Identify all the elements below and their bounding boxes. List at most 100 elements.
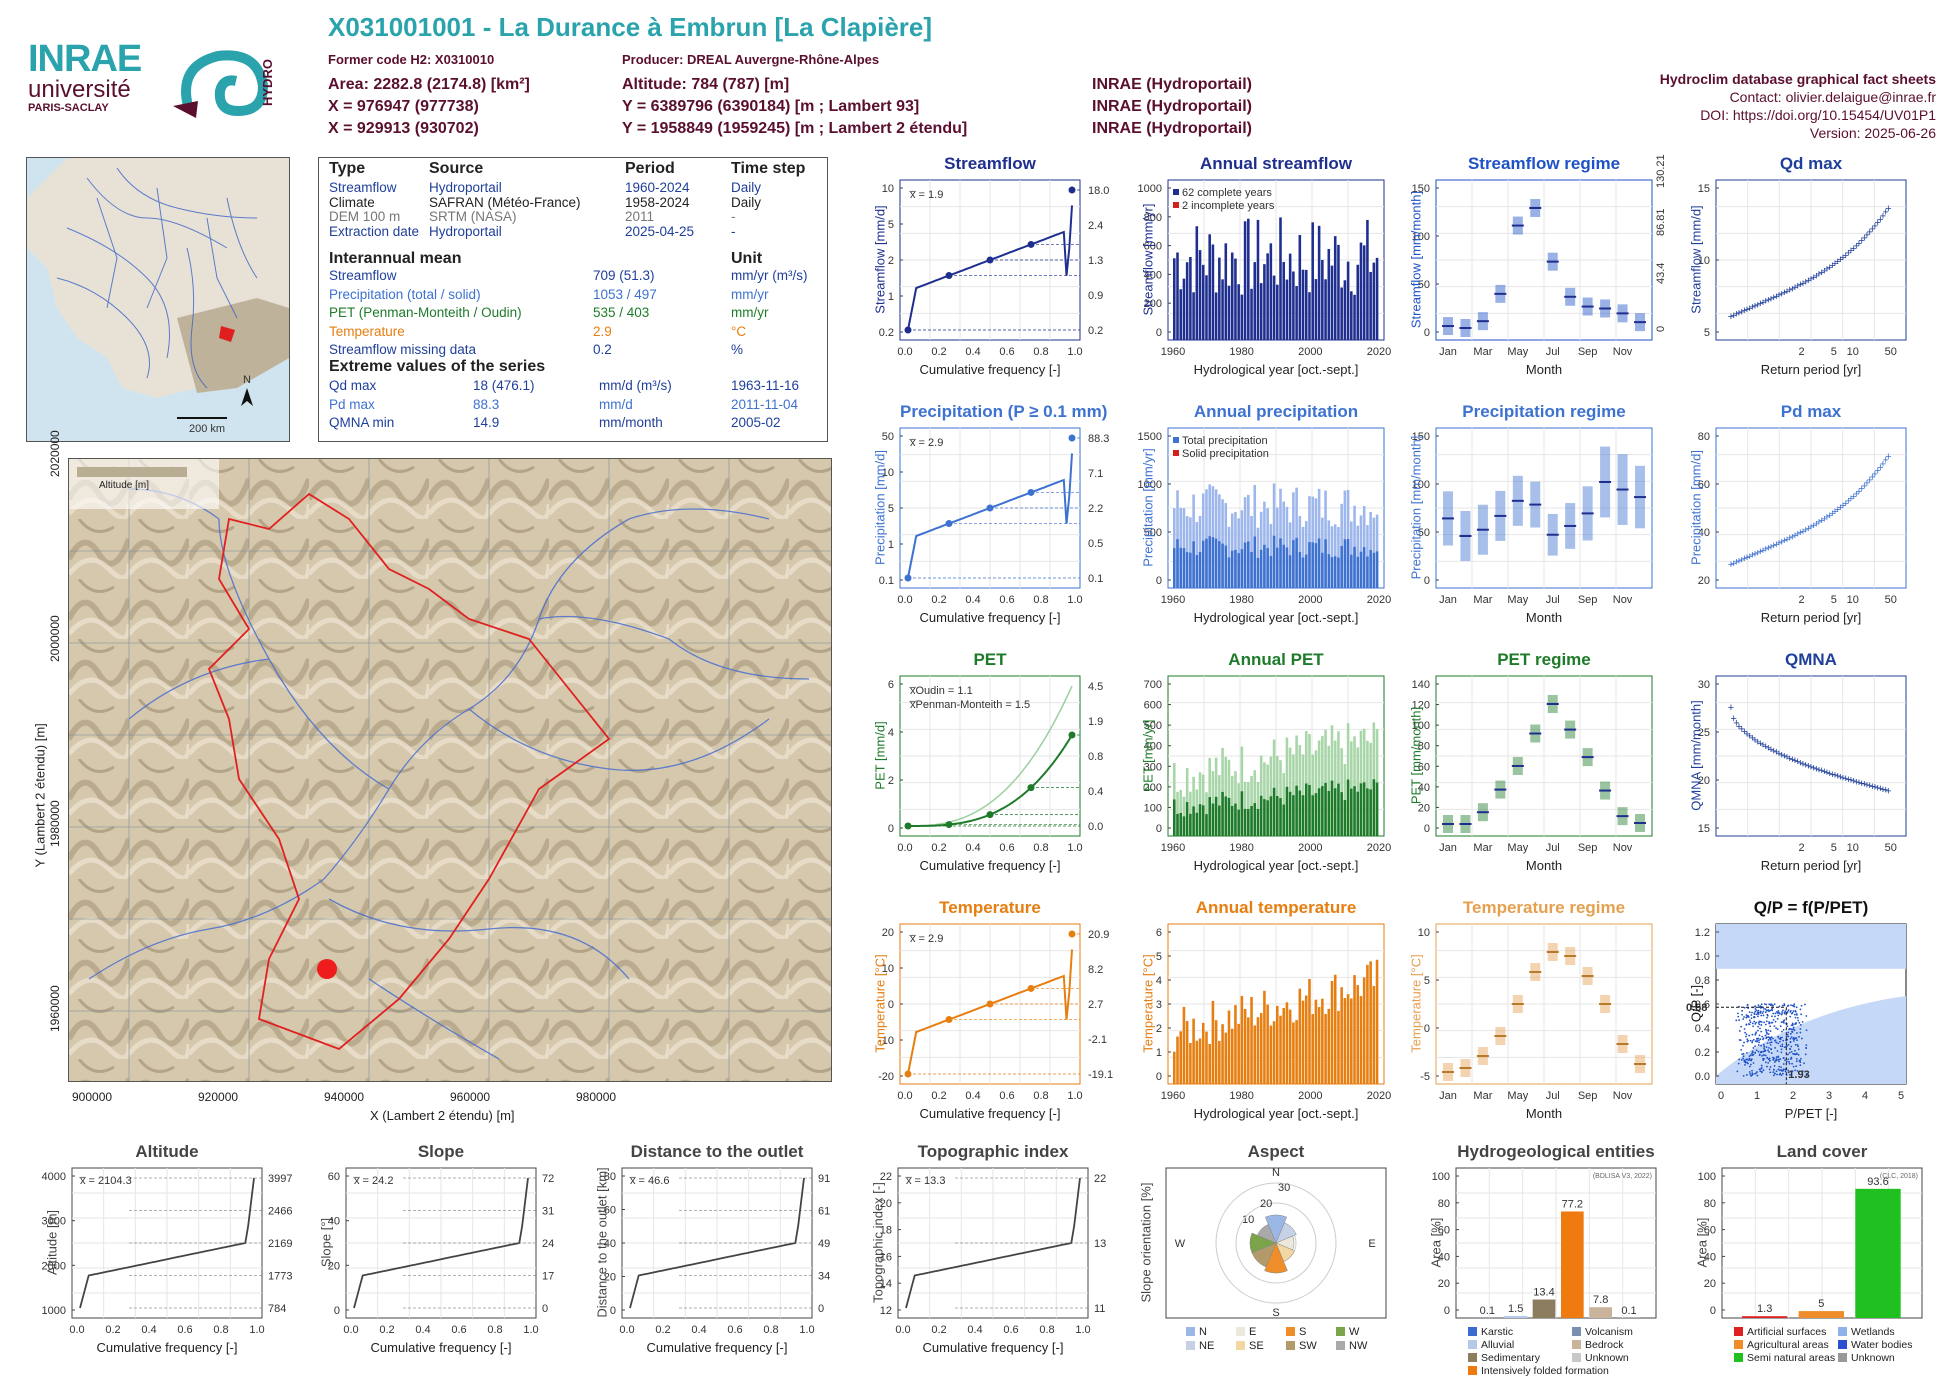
qp-point — [1751, 1040, 1754, 1042]
annual-temp-bar — [1282, 1008, 1286, 1084]
annual-pet-bar-inner — [1185, 802, 1189, 836]
qp-point — [1760, 1030, 1763, 1033]
precip-xtick: 0.4 — [965, 594, 980, 606]
aspect-ring-label: 30 — [1278, 1182, 1290, 1194]
annual-precip-bar-inner — [1266, 548, 1269, 588]
qp-point — [1805, 1015, 1808, 1017]
qmna-point: + — [1757, 738, 1763, 750]
coords-source: INRAE (Hydroportail) INRAE (Hydroportail… — [1092, 76, 1252, 137]
annual-streamflow-bar — [1214, 292, 1218, 340]
qp-xtick: 2 — [1790, 1090, 1796, 1102]
annual-temp-bar — [1372, 985, 1376, 1084]
qmna-point: + — [1869, 781, 1875, 793]
annual-precip-bar — [1311, 496, 1314, 588]
annual-precip-bar-inner — [1304, 554, 1308, 588]
streamflow-ytick: 10 — [882, 183, 894, 195]
qmna-point: + — [1826, 768, 1832, 780]
qp-title: Q/P = f(P/PET) — [1753, 898, 1869, 917]
annual-streamflow-bar — [1292, 271, 1295, 340]
pd-max-point: + — [1762, 544, 1768, 556]
annual-temp-bar — [1333, 974, 1337, 1084]
qp-point — [1764, 1034, 1767, 1037]
annual-precip-bar-inner — [1240, 549, 1244, 588]
qd-max-point: + — [1858, 235, 1864, 247]
qp-point — [1755, 1031, 1758, 1034]
distance-xtick: 0.6 — [727, 1324, 742, 1336]
annual-precip-ytick: 500 — [1144, 527, 1162, 539]
annual-streamflow-bar — [1330, 265, 1334, 340]
annual-precip-bar — [1247, 494, 1250, 588]
temp-ytick: -20 — [878, 1071, 894, 1083]
qp-point — [1769, 1009, 1772, 1012]
qp-point — [1735, 1019, 1738, 1022]
pd-max-point: + — [1866, 475, 1872, 487]
temp-regime-xtick: Sep — [1578, 1090, 1598, 1102]
annual-pet-bar — [1221, 747, 1224, 836]
annual-pet-bar-inner — [1192, 806, 1195, 836]
annual-temp-bar — [1356, 985, 1360, 1084]
pd-max-point: + — [1765, 543, 1771, 555]
temp-xtick: 0.6 — [999, 1090, 1014, 1102]
annual-pet-xtick: 1980 — [1229, 842, 1253, 854]
qp-point — [1761, 1054, 1763, 1057]
annual-pet-bar-inner — [1340, 792, 1343, 836]
distance-right-label: 0 — [818, 1303, 824, 1315]
pd-max-point: + — [1773, 539, 1779, 551]
precip-ytick: 10 — [882, 467, 894, 479]
annual-precip-bar — [1301, 526, 1305, 588]
pet-regime-ytick: 0 — [1424, 823, 1430, 835]
qmna-ytick: 30 — [1698, 679, 1710, 691]
pd-max-point: + — [1786, 533, 1792, 545]
annual-temp-ytick: 4 — [1156, 975, 1162, 987]
distance-xtick: 0.4 — [691, 1324, 706, 1336]
topo-xtick: 0.2 — [931, 1324, 946, 1336]
precip-regime-ytick: 150 — [1412, 431, 1430, 443]
qp-point — [1793, 1029, 1796, 1032]
annual-precip-bar — [1234, 511, 1237, 588]
qmna-ytick: 20 — [1698, 775, 1710, 787]
qp-point — [1795, 1006, 1798, 1009]
qp-point — [1782, 1068, 1785, 1071]
streamflow-ytick: 2 — [888, 255, 894, 267]
annual-streamflow-bar — [1173, 258, 1176, 340]
annual-pet-bar — [1317, 740, 1321, 836]
qmna-point: + — [1765, 743, 1771, 755]
annual-streamflow-bar — [1324, 279, 1327, 340]
qp-point — [1783, 1046, 1786, 1048]
annual-pet-bar-inner — [1330, 780, 1334, 836]
annual-pet-bar — [1327, 745, 1331, 836]
annual-precip-bar — [1366, 525, 1369, 588]
annual-pet-bar — [1211, 771, 1215, 836]
landcover-legend-item: Wetlands — [1838, 1326, 1895, 1338]
annual-streamflow-bar — [1237, 284, 1240, 340]
pd-max-point: + — [1792, 530, 1798, 542]
hydrogeo-legend-item: Alluvial — [1468, 1339, 1514, 1351]
hydrogeo-chart: 0.1 1.5 13.4 77.2 7.8 0.1 0 20 40 60 80 100 (BDLISA … — [1432, 1167, 1657, 1319]
distance-xtick: 1.0 — [799, 1324, 814, 1336]
qmna-point: + — [1850, 776, 1856, 788]
qmna-point: + — [1781, 750, 1787, 762]
qp-point — [1757, 1009, 1760, 1012]
annual-precip-legend: Total precipitation — [1182, 435, 1268, 447]
qp-point — [1775, 1027, 1777, 1030]
annual-pet-ytick: 700 — [1144, 679, 1162, 691]
pet-regime-title: PET regime — [1497, 650, 1591, 669]
annual-pet-bar — [1292, 754, 1295, 836]
annual-streamflow-bar — [1224, 243, 1228, 340]
topo-ytick: 14 — [880, 1278, 892, 1290]
annual-temp-bar — [1301, 1000, 1305, 1084]
annual-precip-bar-inner — [1372, 552, 1376, 588]
precip-ylabel: Precipitation [mm/d] — [872, 450, 888, 565]
precip-mean: x̅ = 2.9 — [909, 437, 944, 449]
annual-streamflow-title: Annual streamflow — [1199, 154, 1353, 173]
pet-regime-xtick: Sep — [1578, 842, 1598, 854]
topo-ytick: 18 — [880, 1225, 892, 1237]
pd-max-point: + — [1770, 540, 1776, 552]
qp-ytick: 0.6 — [1695, 999, 1710, 1011]
annual-streamflow-bar — [1340, 287, 1343, 340]
annual-temp-bar — [1324, 1014, 1327, 1084]
qp-point — [1786, 1005, 1789, 1007]
qp-point — [1743, 1041, 1745, 1044]
annual-temp-bar — [1295, 1020, 1298, 1084]
annual-pet-bar-inner — [1298, 790, 1302, 836]
